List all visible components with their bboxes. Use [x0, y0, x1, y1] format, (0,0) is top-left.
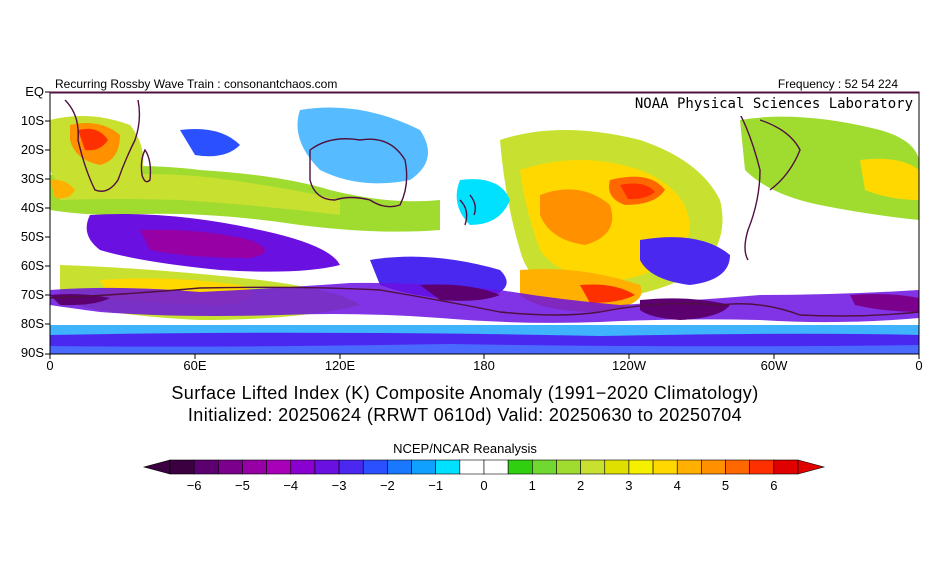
y-axis-label: 10S [20, 113, 44, 128]
colorbar-label: −3 [331, 478, 347, 493]
field-shading [50, 92, 919, 354]
header-right-text: Frequency : 52 54 224 [777, 77, 898, 91]
y-axis-label: 20S [20, 142, 44, 157]
x-axis-label: 60E [183, 358, 207, 373]
colorbar-label: −4 [283, 478, 299, 493]
colorbar-segment [749, 459, 775, 475]
y-axis-label: 30S [20, 171, 44, 186]
x-axis-label: 180 [473, 358, 495, 373]
colorbar-label: −6 [186, 478, 202, 493]
y-axis-label: 70S [20, 287, 44, 302]
colorbar-segment [338, 459, 364, 475]
colorbar-segment [411, 459, 436, 475]
colorbar-segment [459, 459, 485, 475]
header-left-text: Recurring Rossby Wave Train : consonantc… [55, 77, 338, 91]
y-axis-label: 40S [20, 200, 44, 215]
colorbar-segment [532, 459, 557, 475]
colorbar-label: 4 [673, 478, 681, 493]
colorbar-label: −2 [379, 478, 395, 493]
colorbar-segment [314, 459, 340, 475]
colorbar-segment [387, 459, 412, 475]
lab-label-box [577, 95, 915, 116]
colorbar-segment [507, 459, 533, 475]
title-line-1: Surface Lifted Index (K) Composite Anoma… [171, 383, 759, 403]
y-axis-label: 60S [20, 258, 44, 273]
colorbar-segment [362, 459, 388, 475]
colorbar-segment [676, 459, 702, 475]
y-axis-label: EQ [25, 84, 44, 99]
colorbar-label: 3 [625, 478, 633, 493]
x-axis-label: 0 [46, 358, 54, 373]
colorbar-segment [725, 459, 750, 475]
y-axis-label: 90S [20, 345, 44, 360]
lab-label: NOAA Physical Sciences Laboratory [634, 96, 913, 112]
colorbar-segment [701, 459, 726, 475]
x-axis-label: 0 [915, 358, 923, 373]
colorbar-segment [193, 459, 219, 475]
colorbar-segment [580, 459, 606, 475]
colorbar-label: −5 [235, 478, 250, 493]
colorbar-segment [218, 459, 243, 475]
coastlines [50, 99, 919, 317]
title-line-2: Initialized: 20250624 (RRWT 0610d) Valid… [187, 405, 743, 425]
colorbar [142, 459, 826, 475]
colorbar-label: 6 [770, 478, 778, 493]
colorbar-segment [435, 459, 461, 475]
colorbar-label: −1 [428, 478, 444, 493]
colorbar-label: 2 [576, 478, 585, 493]
colorbar-label: 0 [480, 478, 488, 493]
x-axis-label: 120W [612, 358, 646, 373]
source-label: NCEP/NCAR Reanalysis [393, 441, 537, 456]
colorbar-label: 5 [721, 478, 730, 493]
colorbar-segment [773, 459, 799, 475]
colorbar-segment [169, 459, 195, 475]
colorbar-segment [483, 459, 509, 475]
colorbar-segment [242, 459, 267, 475]
colorbar-right-arrow [797, 459, 826, 475]
x-axis-label: 60W [760, 358, 788, 373]
y-axis-label: 80S [20, 316, 44, 331]
colorbar-segment [628, 459, 654, 475]
x-axis-label: 120E [324, 358, 356, 373]
axis-ticks [45, 91, 920, 359]
colorbar-segment [604, 459, 630, 475]
colorbar-left-arrow [142, 459, 171, 475]
colorbar-segment [290, 459, 316, 475]
y-axis-label: 50S [20, 229, 44, 244]
colorbar-label: 1 [528, 478, 536, 493]
colorbar-segment [266, 459, 292, 475]
colorbar-segment [556, 459, 581, 475]
colorbar-segment [652, 459, 678, 475]
